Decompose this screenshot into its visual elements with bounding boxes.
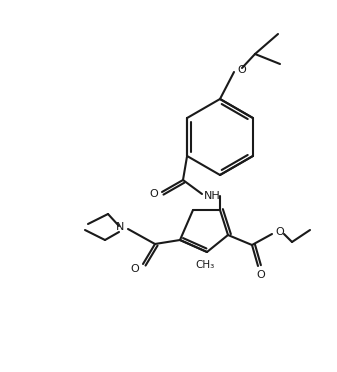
Text: N: N <box>116 222 124 232</box>
Text: NH: NH <box>204 191 220 201</box>
Text: O: O <box>238 65 246 75</box>
Text: O: O <box>131 264 140 274</box>
Text: CH₃: CH₃ <box>195 260 215 270</box>
Text: O: O <box>256 270 265 280</box>
Text: O: O <box>276 227 284 237</box>
Text: O: O <box>150 189 158 199</box>
